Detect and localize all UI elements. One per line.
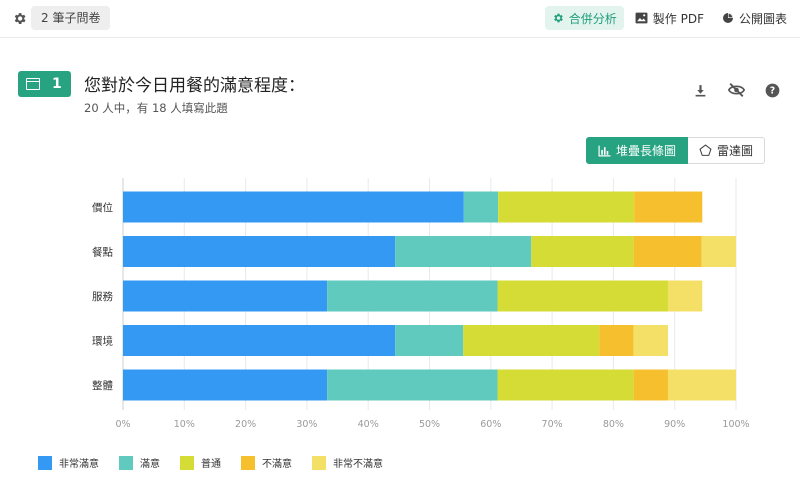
bar-segment[interactable] [634, 191, 703, 223]
category-label: 價位 [92, 201, 113, 214]
legend-swatch [180, 455, 194, 470]
x-tick-label: 0% [115, 419, 130, 430]
make-pdf-button[interactable]: 製作 PDF [628, 6, 711, 30]
bar-segment[interactable] [327, 280, 498, 312]
legend-item[interactable]: 非常不滿意 [312, 455, 383, 470]
help-icon[interactable]: ? [762, 80, 782, 100]
bar-segment[interactable] [531, 236, 634, 267]
category-label: 環境 [92, 335, 113, 348]
public-chart-button[interactable]: 公開圖表 [715, 6, 794, 30]
category-label: 餐點 [92, 246, 113, 259]
chart-type-switch: 堆疊長條圖 雷達圖 [586, 137, 766, 164]
category-label: 整體 [92, 379, 113, 392]
hide-eye-icon[interactable] [726, 80, 746, 100]
x-tick-label: 60% [480, 419, 501, 430]
bar-segment[interactable] [123, 191, 464, 223]
top-toolbar: 2 筆子問卷 合併分析 製作 PDF 公開圖表 [0, 0, 800, 38]
make-pdf-label: 製作 PDF [652, 11, 704, 26]
bar-segment[interactable] [599, 325, 634, 356]
x-tick-label: 20% [235, 419, 256, 430]
bar-segment[interactable] [701, 236, 736, 267]
bar-segment[interactable] [633, 325, 668, 356]
bar-segment[interactable] [633, 369, 668, 401]
question-response-count: 20 人中，有 18 人填寫此題 [84, 101, 228, 115]
bar-segment[interactable] [395, 325, 464, 356]
image-icon [635, 12, 648, 24]
bar-segment[interactable] [497, 369, 634, 401]
bar-segment[interactable] [463, 191, 499, 223]
bar-segment[interactable] [667, 369, 736, 401]
radar-chart-label: 雷達圖 [717, 144, 754, 158]
legend-swatch [312, 455, 326, 470]
question-number-badge: 1 [18, 71, 71, 97]
x-tick-label: 90% [664, 419, 685, 430]
download-icon[interactable] [690, 80, 710, 100]
merge-analysis-button[interactable]: 合併分析 [544, 6, 624, 30]
legend-label: 非常滿意 [59, 459, 99, 470]
bar-segment[interactable] [123, 325, 396, 356]
stacked-bar-button[interactable]: 堆疊長條圖 [586, 137, 689, 164]
x-tick-label: 30% [296, 419, 317, 430]
legend-item[interactable]: 不滿意 [241, 455, 292, 470]
question-title: 您對於今日用餐的滿意程度： [84, 76, 305, 96]
stacked-bar-label: 堆疊長條圖 [616, 144, 677, 158]
category-label: 服務 [92, 290, 113, 303]
stacked-bar-chart: 0% 10% 20% 30% 40% 50% 60% 70% 80% 90% 100% 價位餐點服務環… [92, 178, 750, 430]
bar-segment[interactable] [327, 369, 498, 401]
legend-label: 普通 [201, 459, 221, 470]
legend-item[interactable]: 滿意 [119, 455, 160, 470]
bar-segment[interactable] [463, 325, 600, 356]
bar-segment[interactable] [395, 236, 532, 267]
legend-label: 不滿意 [262, 459, 292, 470]
bar-segment[interactable] [667, 280, 703, 312]
legend-label: 非常不滿意 [333, 459, 383, 470]
x-tick-label: 80% [603, 419, 624, 430]
x-tick-label: 100% [722, 419, 749, 430]
legend-swatch [38, 455, 52, 470]
bar-chart-icon [598, 145, 611, 156]
card-icon [26, 78, 40, 90]
chart-legend: 非常滿意 滿意 普通 不滿意 非常不滿意 [38, 455, 383, 470]
legend-item[interactable]: 普通 [180, 455, 221, 470]
bar-segment[interactable] [123, 236, 396, 267]
bar-segment[interactable] [633, 236, 702, 267]
bar-segment[interactable] [123, 280, 328, 312]
question-number: 1 [52, 76, 62, 92]
bar-segment[interactable] [498, 191, 635, 223]
public-chart-label: 公開圖表 [738, 11, 787, 26]
x-tick-label: 50% [419, 419, 440, 430]
radar-chart-button[interactable]: 雷達圖 [688, 137, 766, 164]
merge-analysis-label: 合併分析 [568, 11, 617, 26]
legend-item[interactable]: 非常滿意 [38, 455, 99, 470]
x-tick-label: 40% [358, 419, 379, 430]
pie-chart-icon [722, 13, 733, 23]
x-tick-label: 70% [542, 419, 563, 430]
legend-label: 滿意 [140, 459, 160, 470]
svg-text:?: ? [769, 85, 774, 96]
bar-segment[interactable] [497, 280, 668, 312]
x-tick-label: 10% [174, 419, 195, 430]
radar-pentagon-icon [699, 144, 712, 156]
merge-gear-icon [553, 13, 563, 23]
legend-swatch [241, 455, 255, 470]
subsurvey-count-tab[interactable]: 2 筆子問卷 [31, 6, 111, 30]
gear-icon[interactable] [8, 7, 30, 29]
legend-swatch [119, 455, 133, 470]
bar-segment[interactable] [123, 369, 328, 401]
